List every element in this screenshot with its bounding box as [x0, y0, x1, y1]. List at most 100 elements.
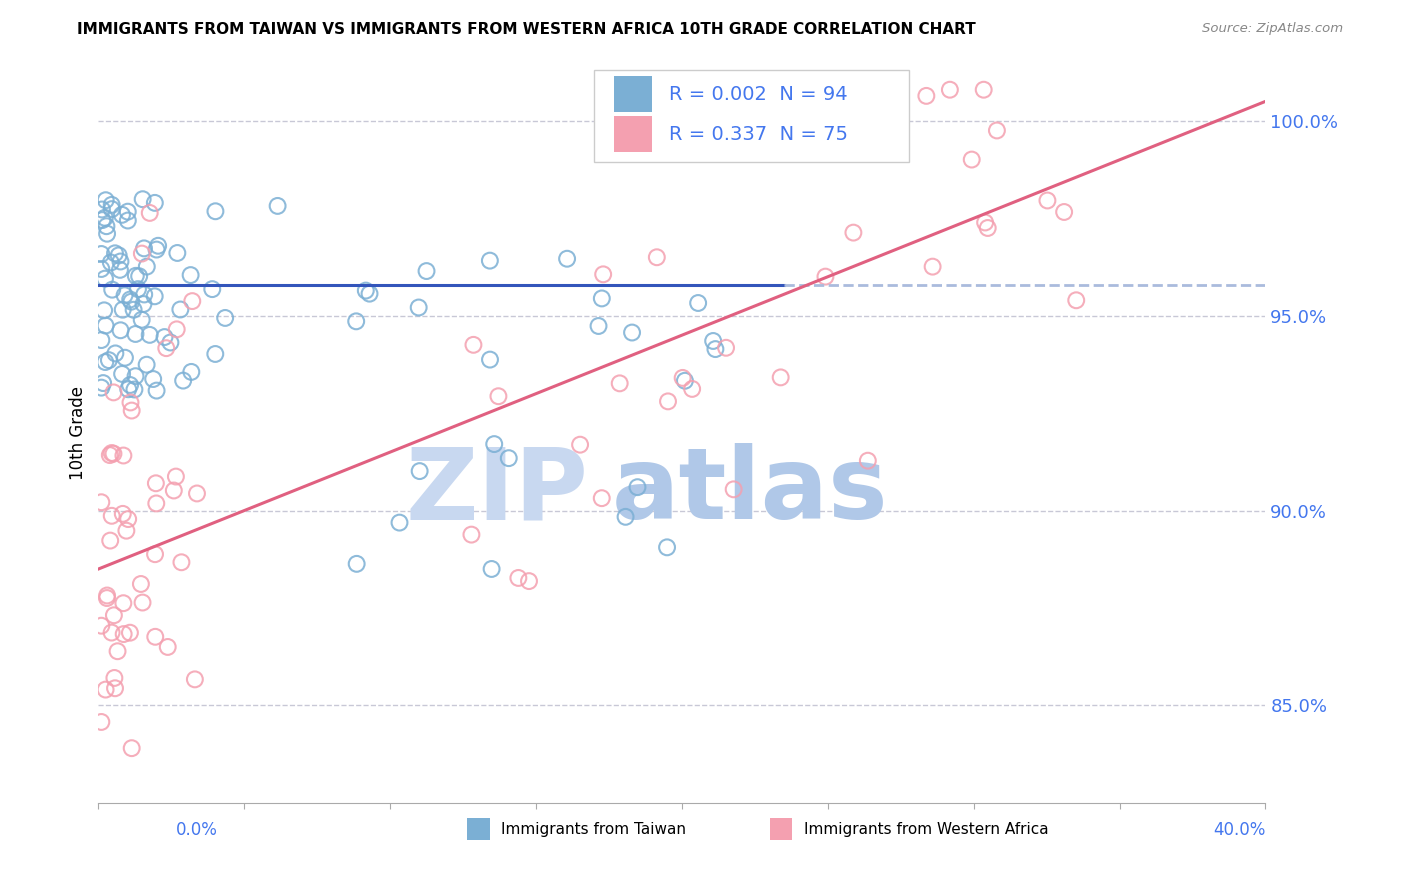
- Point: [98, 448, 121, 462]
- Point: [117, 512, 139, 526]
- Point: [415, 264, 437, 278]
- Point: [153, 330, 176, 344]
- Point: [94, 193, 117, 207]
- Point: [112, 449, 135, 463]
- Point: [112, 596, 135, 610]
- Point: [94, 682, 117, 697]
- Point: [110, 323, 132, 337]
- Point: [138, 206, 160, 220]
- Point: [100, 255, 122, 269]
- Point: [124, 326, 146, 341]
- Point: [107, 248, 129, 262]
- Point: [921, 260, 943, 274]
- Point: [90, 618, 112, 632]
- Point: [91, 376, 114, 390]
- Point: [704, 342, 727, 356]
- Point: [165, 469, 187, 483]
- Point: [814, 269, 837, 284]
- Point: [129, 577, 152, 591]
- Point: [103, 385, 125, 400]
- Point: [145, 243, 167, 257]
- Point: [681, 382, 703, 396]
- Point: [266, 199, 288, 213]
- Point: [96, 219, 118, 234]
- Point: [131, 246, 153, 260]
- Point: [91, 213, 114, 227]
- Point: [986, 123, 1008, 137]
- Text: IMMIGRANTS FROM TAIWAN VS IMMIGRANTS FROM WESTERN AFRICA 10TH GRADE CORRELATION : IMMIGRANTS FROM TAIWAN VS IMMIGRANTS FRO…: [77, 22, 976, 37]
- Point: [143, 195, 166, 210]
- Point: [555, 252, 578, 266]
- Point: [128, 269, 150, 284]
- Point: [121, 741, 143, 756]
- Point: [100, 198, 122, 212]
- Point: [97, 353, 120, 368]
- Point: [463, 338, 485, 352]
- Point: [127, 282, 149, 296]
- Point: [769, 370, 792, 384]
- Point: [90, 495, 112, 509]
- Point: [181, 294, 204, 309]
- Point: [481, 562, 503, 576]
- Point: [591, 491, 613, 505]
- Point: [484, 437, 506, 451]
- Point: [112, 627, 135, 641]
- Point: [117, 204, 139, 219]
- Point: [344, 314, 367, 328]
- Point: [498, 451, 520, 466]
- Point: [103, 608, 125, 623]
- Point: [588, 318, 610, 333]
- Text: Immigrants from Taiwan: Immigrants from Taiwan: [501, 822, 686, 837]
- Point: [93, 303, 115, 318]
- Point: [672, 371, 695, 385]
- Point: [508, 571, 530, 585]
- Bar: [614, 77, 651, 112]
- Point: [100, 625, 122, 640]
- Point: [145, 384, 167, 398]
- Point: [94, 271, 117, 285]
- Point: [120, 395, 142, 409]
- Point: [142, 372, 165, 386]
- Point: [100, 202, 122, 216]
- Point: [201, 282, 224, 296]
- Point: [91, 202, 114, 217]
- Point: [90, 333, 112, 347]
- Point: [166, 322, 188, 336]
- Point: [124, 369, 146, 384]
- Point: [131, 313, 153, 327]
- Point: [621, 326, 644, 340]
- Point: [120, 815, 142, 830]
- Point: [118, 625, 141, 640]
- Point: [111, 367, 134, 381]
- Text: 0.0%: 0.0%: [176, 821, 218, 838]
- Text: Source: ZipAtlas.com: Source: ZipAtlas.com: [1202, 22, 1343, 36]
- Point: [673, 374, 696, 388]
- Point: [108, 263, 131, 277]
- Point: [408, 301, 430, 315]
- Point: [121, 403, 143, 417]
- Point: [714, 341, 737, 355]
- Point: [657, 394, 679, 409]
- Point: [977, 221, 1000, 235]
- Text: 40.0%: 40.0%: [1213, 821, 1265, 838]
- Point: [132, 241, 155, 255]
- Point: [117, 382, 139, 396]
- Point: [569, 438, 592, 452]
- Point: [143, 547, 166, 561]
- Text: R = 0.337  N = 75: R = 0.337 N = 75: [669, 125, 848, 144]
- Point: [117, 213, 139, 227]
- Point: [214, 310, 236, 325]
- Point: [138, 327, 160, 342]
- Point: [146, 239, 169, 253]
- Point: [626, 480, 648, 494]
- Point: [143, 289, 166, 303]
- Point: [132, 297, 155, 311]
- Point: [614, 509, 637, 524]
- Point: [96, 227, 118, 241]
- Point: [131, 595, 153, 609]
- Text: R = 0.002  N = 94: R = 0.002 N = 94: [669, 85, 848, 103]
- Point: [702, 334, 724, 348]
- Bar: [614, 116, 651, 152]
- Point: [145, 476, 167, 491]
- Point: [159, 335, 181, 350]
